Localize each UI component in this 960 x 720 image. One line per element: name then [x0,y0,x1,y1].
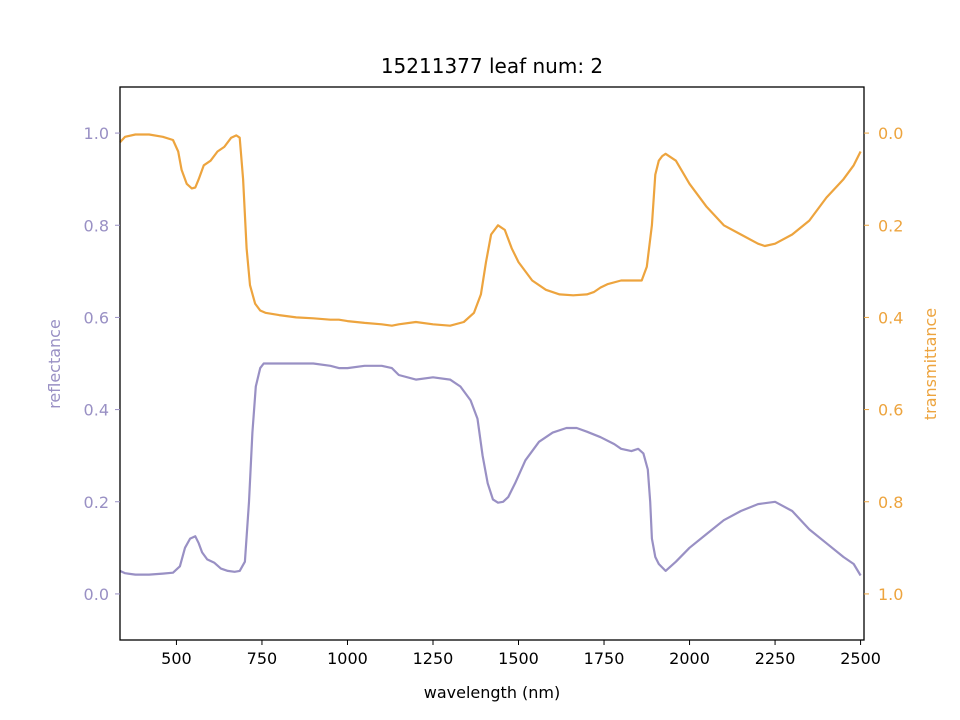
x-tick-label: 2250 [755,649,796,668]
y-right-tick-label: 0.6 [878,401,903,420]
x-tick-label: 1000 [327,649,368,668]
x-tick-label: 1500 [498,649,539,668]
y-right-tick-label: 1.0 [878,585,903,604]
y-left-tick-label: 0.6 [84,308,109,327]
y-right-tick-label: 0.4 [878,308,903,327]
x-axis-label: wavelength (nm) [424,683,561,702]
x-tick-label: 1250 [413,649,454,668]
y-left-tick-label: 0.0 [84,585,109,604]
y-axis-left: 0.0 0.2 0.4 0.6 0.8 1.0 [84,124,120,604]
plot-frame [119,86,865,641]
x-tick-label: 2000 [669,649,710,668]
x-axis: 500 750 1000 1250 1500 1750 2000 2250 2500 [161,640,881,668]
reflectance-line [119,362,862,577]
series-layer [119,133,862,577]
y-left-tick-label: 0.2 [84,493,109,512]
y-axis-left-label: reflectance [45,319,64,409]
x-tick-label: 750 [247,649,278,668]
y-left-tick-label: 0.8 [84,216,109,235]
x-tick-label: 2500 [840,649,881,668]
y-axis-right-label: transmittance [921,308,940,420]
y-right-tick-label: 0.2 [878,216,903,235]
y-right-tick-label: 0.0 [878,124,903,143]
x-tick-label: 1750 [584,649,625,668]
y-right-tick-label: 0.8 [878,493,903,512]
x-tick-label: 500 [161,649,192,668]
transmittance-line [119,133,862,327]
chart-title: 15211377 leaf num: 2 [381,54,603,78]
y-left-tick-label: 0.4 [84,401,109,420]
y-left-tick-label: 1.0 [84,124,109,143]
y-axis-right: 0.0 0.2 0.4 0.6 0.8 1.0 [864,124,903,604]
